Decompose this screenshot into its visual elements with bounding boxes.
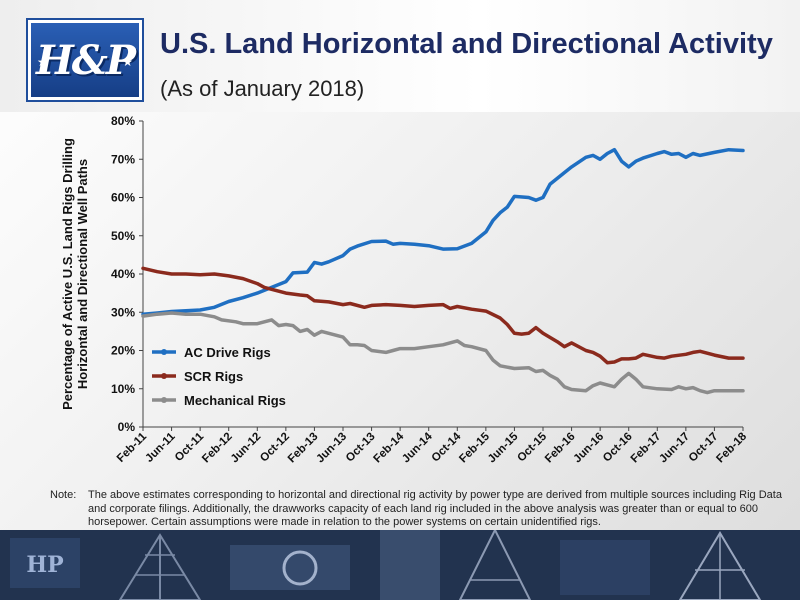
legend-label: SCR Rigs <box>184 369 243 384</box>
note-text: The above estimates corresponding to hor… <box>88 489 782 528</box>
series-line-mechanical-rigs <box>141 311 745 395</box>
x-tick-label: Jun-17 <box>657 431 692 466</box>
x-tick-label: Oct-16 <box>601 431 635 465</box>
y-tick-label: 80% <box>111 114 135 128</box>
y-tick-label: 60% <box>111 191 135 205</box>
y-axis-title: Horizontal and Directional Well Paths <box>75 159 90 389</box>
chart-area: 0% 10% 20% 30% 40% 50% 60% 70% 80% Feb-11 Jun-11 Oc… <box>0 105 800 485</box>
star-icon: ★ <box>122 55 133 69</box>
x-tick-label: Oct-13 <box>344 431 378 465</box>
svg-text:HP: HP <box>26 552 63 578</box>
footer-decoration: HP <box>0 530 800 600</box>
y-tick-label: 70% <box>111 152 135 166</box>
x-tick-label: Feb-18 <box>714 430 749 465</box>
x-tick-label: Jun-13 <box>314 431 349 466</box>
series-line-scr-rigs <box>141 266 745 365</box>
legend-marker <box>161 373 167 379</box>
y-tick-label: 0% <box>118 420 136 434</box>
footer-photo-strip: HP <box>0 530 800 600</box>
x-tick-label: Oct-12 <box>258 431 292 465</box>
x-tick-label: Oct-17 <box>687 431 721 465</box>
legend-label: AC Drive Rigs <box>184 345 271 360</box>
x-tick-label: Feb-16 <box>543 431 578 466</box>
x-tick-label: Feb-11 <box>115 430 150 465</box>
company-logo: ★ H&P ★ <box>28 20 142 100</box>
x-tick-label: Feb-17 <box>629 431 664 466</box>
legend-marker <box>161 349 167 355</box>
logo-text: H&P <box>36 36 136 84</box>
x-tick-label: Feb-14 <box>372 430 407 465</box>
page-title: U.S. Land Horizontal and Directional Act… <box>160 28 773 60</box>
y-tick-label: 40% <box>111 267 135 281</box>
x-tick-label: Feb-15 <box>457 430 492 465</box>
x-tick-label: Jun-14 <box>400 430 435 465</box>
y-axis-title: Percentage of Active U.S. Land Rigs Dril… <box>60 138 75 410</box>
x-tick-label: Jun-12 <box>229 431 264 466</box>
y-tick-label: 20% <box>111 344 135 358</box>
legend-label: Mechanical Rigs <box>184 393 286 408</box>
x-tick-label: Jun-11 <box>143 430 178 465</box>
x-tick-label: Jun-16 <box>572 431 607 466</box>
y-tick-label: 10% <box>111 382 135 396</box>
note-label: Note: <box>50 489 77 501</box>
x-tick-label: Feb-13 <box>286 431 321 466</box>
page-subtitle: (As of January 2018) <box>160 76 365 101</box>
x-tick-label: Feb-12 <box>200 431 235 466</box>
star-icon: ★ <box>37 55 48 69</box>
y-tick-label: 30% <box>111 305 135 319</box>
footnote: Note: The above estimates corresponding … <box>50 489 790 530</box>
series-line-ac-drive-rigs <box>141 147 745 316</box>
y-tick-label: 50% <box>111 229 135 243</box>
legend-marker <box>161 397 167 403</box>
x-tick-label: Jun-15 <box>486 430 521 465</box>
